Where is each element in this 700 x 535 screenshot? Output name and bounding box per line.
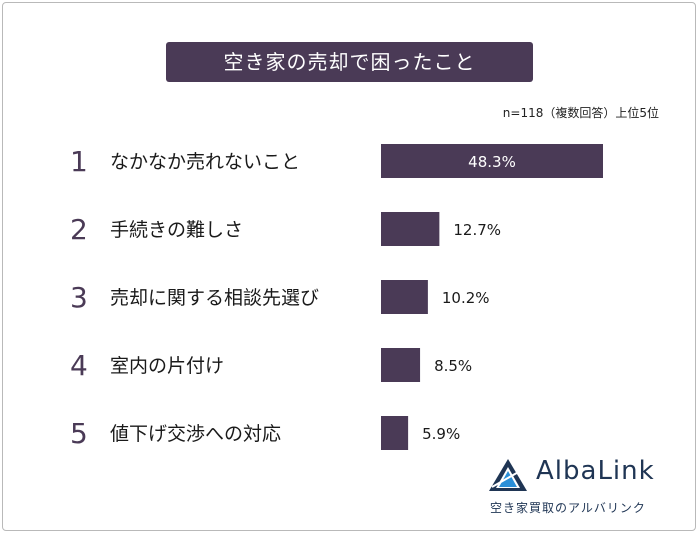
value-label: 8.5% [434,357,472,375]
rank-number: 2 [70,213,88,246]
value-label: 5.9% [422,425,460,443]
category-label: なかなか売れないこと [110,151,300,173]
sample-note: n=118（複数回答）上位5位 [502,106,659,120]
bar [381,348,421,382]
bar [381,416,409,450]
bar [381,280,428,314]
value-label: 12.7% [453,221,501,239]
rank-number: 4 [70,349,88,382]
category-label: 室内の片付け [110,355,224,377]
chart-title: 空き家の売却で困ったこと [166,42,533,82]
category-label: 手続きの難しさ [110,219,243,241]
rank-number: 1 [70,145,88,178]
rank-number: 3 [70,281,88,314]
bar [381,144,603,178]
category-label: 売却に関する相談先選び [110,287,319,309]
rank-number: 5 [70,417,88,450]
bar [381,212,440,246]
value-label: 48.3% [468,153,516,171]
brand-logo: AlbaLink 空き家買取のアルバリンク [488,456,678,518]
albalink-triangle-logo-icon [489,459,527,491]
value-label: 10.2% [442,289,490,307]
logo-tagline: 空き家買取のアルバリンク [490,501,646,515]
category-label: 値下げ交渉への対応 [110,423,281,445]
logo-wordmark: AlbaLink [536,456,655,486]
